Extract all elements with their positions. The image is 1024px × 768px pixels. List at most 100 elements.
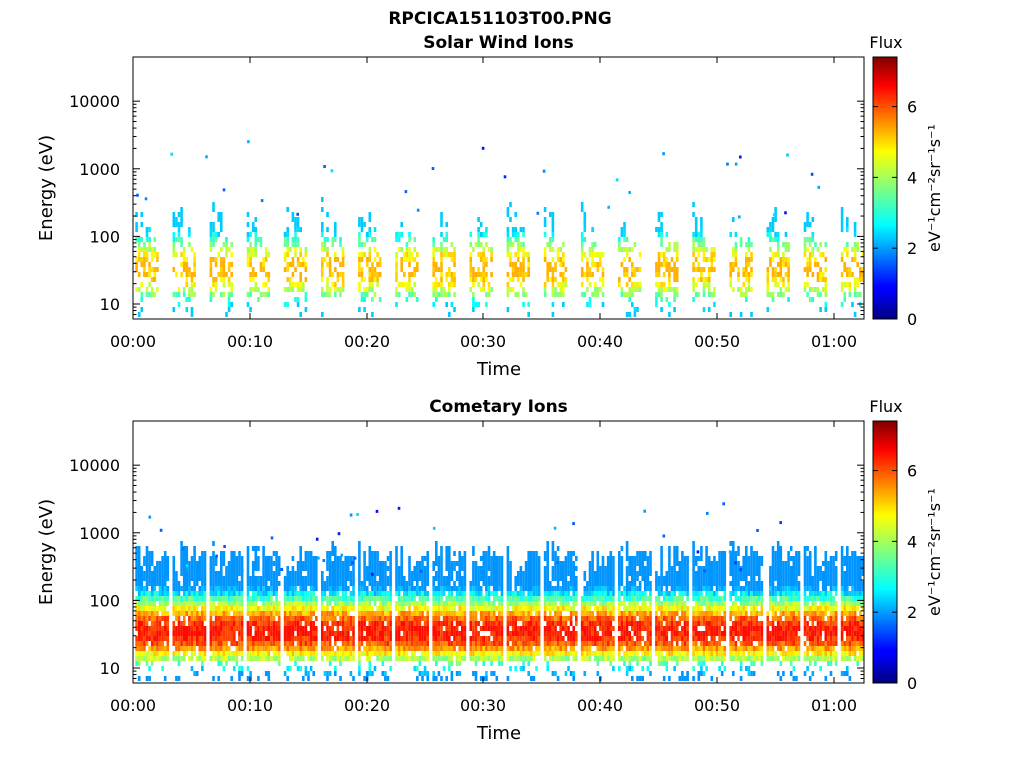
heatmap-cell (365, 616, 369, 621)
heatmap-cell (572, 656, 575, 661)
heatmap-cell (543, 571, 547, 576)
heatmap-cell (416, 601, 419, 606)
heatmap-cell (336, 651, 340, 656)
heatmap-cell (304, 616, 308, 621)
heatmap-cell (339, 636, 342, 641)
heatmap-cell (334, 566, 337, 571)
heatmap-cell (506, 566, 510, 571)
heatmap-cell (774, 237, 777, 242)
heatmap-cell (500, 576, 504, 581)
heatmap-cell (238, 551, 241, 556)
heatmap-cell (180, 656, 183, 661)
heatmap-cell (135, 551, 138, 556)
heatmap-cell (432, 621, 435, 626)
heatmap-cell (360, 252, 364, 257)
heatmap-cell (336, 566, 340, 571)
heatmap-cell (296, 641, 300, 646)
heatmap-cell (307, 571, 310, 576)
heatmap-cell (358, 307, 361, 312)
heatmap-cell (334, 252, 337, 257)
heatmap-cell (368, 282, 372, 287)
heatmap-cell (294, 606, 297, 611)
heatmap-cell (193, 292, 196, 297)
heatmap-cell (145, 292, 149, 297)
heatmap-cell (556, 606, 560, 611)
heatmap-cell (230, 282, 233, 287)
heatmap-cell (495, 566, 499, 571)
heatmap-cell (530, 586, 533, 591)
heatmap-cell (492, 601, 496, 606)
heatmap-cell (485, 676, 488, 681)
heatmap-cell (341, 581, 345, 586)
heatmap-cell (593, 621, 597, 626)
heatmap-cell (530, 651, 533, 656)
heatmap-cell (593, 636, 597, 641)
heatmap-cell (254, 576, 258, 581)
heatmap-cell (554, 551, 557, 556)
heatmap-cell (543, 222, 547, 227)
heatmap-cell (177, 661, 181, 666)
heatmap-cell (569, 671, 573, 676)
heatmap-cell (403, 586, 406, 591)
heatmap-cell (737, 287, 740, 292)
heatmap-cell (535, 601, 538, 606)
heatmap-cell (193, 586, 196, 591)
heatmap-cell (517, 571, 520, 576)
heatmap-cell (249, 646, 252, 651)
heatmap-cell (463, 656, 467, 661)
heatmap-cell (246, 292, 250, 297)
heatmap-cell (368, 616, 372, 621)
heatmap-cell (395, 591, 398, 596)
heatmap-cell (227, 626, 231, 631)
heatmap-cell (163, 676, 167, 681)
heatmap-cell (618, 596, 621, 601)
heatmap-cell (321, 591, 324, 596)
heatmap-cell (384, 676, 387, 681)
heatmap-cell (474, 641, 478, 646)
heatmap-cell (240, 591, 244, 596)
heatmap-cell (445, 676, 448, 681)
heatmap-cell (267, 646, 271, 651)
heatmap-cell (549, 601, 552, 606)
heatmap-cell (604, 656, 607, 661)
heatmap-cell (217, 581, 220, 586)
heatmap-cell (668, 312, 671, 317)
heatmap-cell (440, 596, 443, 601)
heatmap-cell (212, 282, 215, 287)
heatmap-cell (506, 571, 510, 576)
heatmap-cell (575, 611, 578, 616)
heatmap-cell (498, 556, 501, 561)
heatmap-cell (543, 551, 547, 556)
heatmap-cell (172, 292, 176, 297)
heatmap-cell (495, 571, 499, 576)
heatmap-cell (254, 606, 258, 611)
heatmap-cell (323, 616, 327, 621)
heatmap-cell (302, 601, 305, 606)
heatmap-cell (381, 561, 385, 566)
heatmap-cell (400, 571, 403, 576)
heatmap-cell (413, 272, 416, 277)
heatmap-cell (657, 267, 661, 272)
heatmap-cell (426, 636, 429, 641)
heatmap-cell (270, 556, 273, 561)
heatmap-cell (249, 287, 252, 292)
heatmap-cell (331, 606, 334, 611)
heatmap-cell (546, 541, 549, 546)
heatmap-cell (410, 292, 414, 297)
heatmap-cell (450, 631, 454, 636)
heatmap-cell (432, 646, 435, 651)
heatmap-cell (437, 626, 441, 631)
heatmap-cell (426, 551, 429, 556)
heatmap-cell (381, 626, 385, 631)
heatmap-cell (175, 596, 178, 601)
heatmap-cell (240, 666, 244, 671)
heatmap-cell (153, 576, 157, 581)
heatmap-cell (275, 646, 278, 651)
heatmap-cell (445, 551, 448, 556)
heatmap-cell (344, 566, 347, 571)
heatmap-cell (487, 546, 491, 551)
heatmap-cell (341, 606, 345, 611)
heatmap-cell (445, 566, 448, 571)
heatmap-cell (819, 272, 822, 277)
heatmap-cell (506, 252, 510, 257)
